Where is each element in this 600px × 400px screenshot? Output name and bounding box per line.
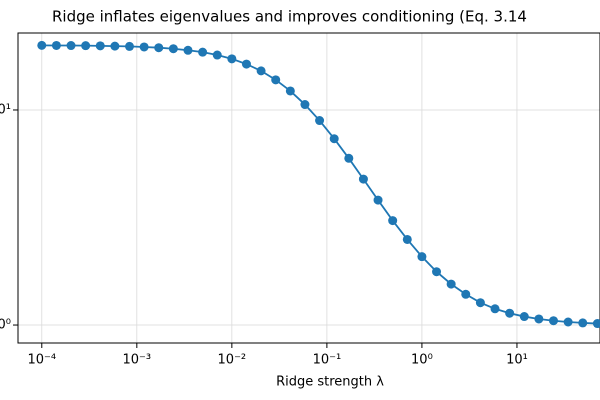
data-point [534, 314, 544, 324]
data-point [592, 319, 600, 329]
data-point [461, 289, 471, 299]
data-point [548, 316, 558, 326]
data-point [110, 41, 120, 51]
plot-frame [17, 32, 600, 344]
x-tick-label: 10⁰ [411, 353, 433, 368]
x-tick-label: 10⁻⁴ [27, 353, 56, 368]
data-point [358, 174, 368, 184]
data-point [256, 66, 266, 76]
data-point [95, 41, 105, 51]
data-point [227, 54, 237, 64]
data-point [51, 40, 61, 50]
data-point [490, 304, 500, 314]
data-point [373, 195, 383, 205]
data-point [66, 41, 76, 51]
data-point [183, 45, 193, 55]
data-point [315, 116, 325, 126]
x-tick-label: 10⁻² [218, 353, 247, 368]
data-point [475, 298, 485, 308]
data-point [344, 153, 354, 163]
data-point [300, 100, 310, 110]
y-tick-label: 10⁰ [0, 318, 11, 333]
data-point [241, 59, 251, 69]
x-tick-label: 10⁻¹ [313, 353, 342, 368]
data-point [285, 86, 295, 96]
data-point [125, 41, 135, 51]
data-point [446, 279, 456, 289]
data-point [402, 234, 412, 244]
data-point [417, 252, 427, 262]
data-point [139, 42, 149, 52]
data-point [329, 134, 339, 144]
data-point [198, 47, 208, 57]
data-point [37, 40, 47, 50]
data-point [519, 312, 529, 322]
data-point [212, 50, 222, 60]
chart-title: Ridge inflates eigenvalues and improves … [52, 8, 527, 26]
x-axis-label: Ridge strength λ [276, 375, 384, 390]
data-point [505, 308, 515, 318]
data-point [432, 267, 442, 277]
data-point [578, 318, 588, 328]
data-point [154, 43, 164, 53]
data-line [41, 44, 598, 325]
x-tick-label: 10⁻³ [123, 353, 152, 368]
data-point [271, 75, 281, 85]
data-point [168, 44, 178, 54]
x-tick-label: 10¹ [506, 353, 528, 368]
data-point [563, 317, 573, 327]
data-point [388, 216, 398, 226]
y-tick-label: 10¹ [0, 102, 11, 117]
data-point [81, 41, 91, 51]
